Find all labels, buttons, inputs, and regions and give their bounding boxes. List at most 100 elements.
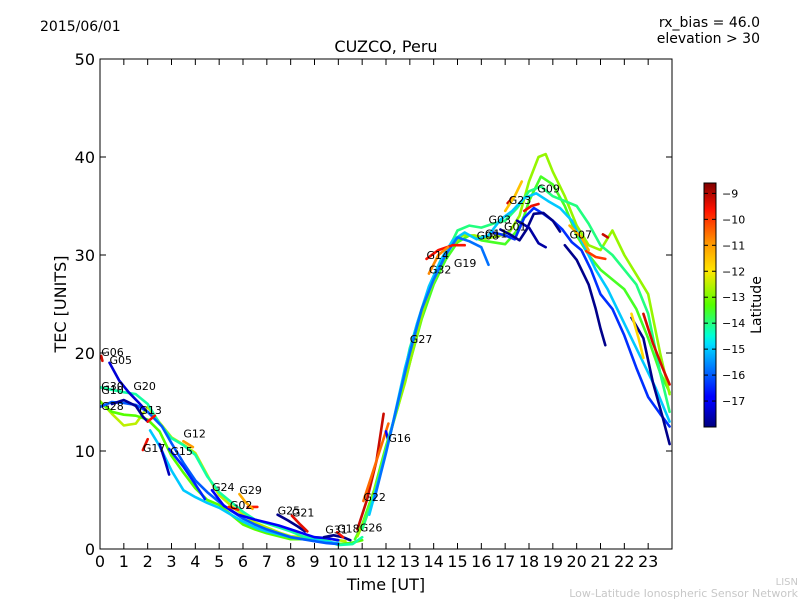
x-tick-label: 18 bbox=[519, 552, 539, 571]
x-tick-label: 0 bbox=[95, 552, 105, 571]
satellite-label: G05 bbox=[110, 354, 133, 367]
tec-series-7 bbox=[158, 442, 171, 476]
satellite-label: G12 bbox=[183, 427, 206, 440]
tec-series-6 bbox=[110, 398, 149, 423]
satellite-label: G03 bbox=[489, 214, 512, 227]
satellite-label: G09 bbox=[537, 182, 560, 195]
colorbar-tick-label: −17 bbox=[722, 395, 745, 408]
tec-series-41 bbox=[584, 249, 607, 261]
x-tick-label: 1 bbox=[119, 552, 129, 571]
x-axis: 0 1 2 3 4 5 6 7 8 9 10 11 12 13 14 15 16 17 18 19 20 21 22 23 bbox=[95, 59, 658, 571]
x-tick-label: 11 bbox=[352, 552, 372, 571]
y-tick-label: 50 bbox=[75, 50, 95, 69]
tec-series-22 bbox=[362, 422, 390, 503]
tec-series-29 bbox=[492, 206, 671, 428]
satellite-label: G25 bbox=[278, 505, 301, 518]
tec-series-14 bbox=[227, 505, 240, 512]
tec-series-5 bbox=[108, 361, 147, 412]
satellite-label: G16 bbox=[388, 432, 411, 445]
colorbar bbox=[703, 182, 717, 428]
colorbar-tick-label: −14 bbox=[722, 317, 745, 330]
watermark-network: Low-Latitude Ionospheric Sensor Network bbox=[569, 587, 798, 600]
tec-series-35 bbox=[630, 312, 645, 360]
tec-series-34 bbox=[642, 312, 671, 386]
x-tick-label: 21 bbox=[590, 552, 610, 571]
colorbar-tick-label: −13 bbox=[722, 291, 745, 304]
tec-series-42 bbox=[601, 233, 609, 239]
tec-series-8 bbox=[167, 447, 207, 501]
chart-title: CUZCO, Peru bbox=[334, 37, 437, 56]
y-tick-label: 10 bbox=[75, 442, 95, 461]
satellite-label: G14 bbox=[427, 249, 450, 262]
tec-series-0 bbox=[100, 399, 347, 543]
x-tick-label: 20 bbox=[566, 552, 586, 571]
colorbar-tick-label: −16 bbox=[722, 369, 745, 382]
tec-series-28 bbox=[372, 236, 490, 502]
x-tick-label: 13 bbox=[400, 552, 420, 571]
satellite-label: G07 bbox=[570, 228, 593, 241]
y-tick-label: 0 bbox=[85, 540, 95, 559]
tec-series-33 bbox=[630, 316, 671, 446]
satellite-label: G29 bbox=[239, 484, 262, 497]
date-label: 2015/06/01 bbox=[40, 19, 121, 35]
x-tick-label: 2 bbox=[143, 552, 153, 571]
tec-series-19 bbox=[322, 534, 352, 542]
y-tick-label: 20 bbox=[75, 344, 95, 363]
satellite-label: G02 bbox=[230, 499, 253, 512]
colorbar-tick-label: −11 bbox=[722, 239, 745, 252]
x-tick-label: 22 bbox=[614, 552, 634, 571]
rx-bias-label: rx_bias = 46.0 bbox=[659, 15, 760, 31]
satellite-label: G01 bbox=[504, 221, 527, 234]
x-tick-label: 12 bbox=[376, 552, 396, 571]
satellite-label: G22 bbox=[363, 491, 386, 504]
tec-series-13 bbox=[210, 488, 340, 542]
tec-series-10 bbox=[100, 354, 104, 363]
tec-series-21 bbox=[356, 412, 385, 531]
colorbar-label: Latitude bbox=[749, 276, 765, 334]
satellite-label: G31 bbox=[325, 523, 348, 536]
satellite-label: G11 bbox=[485, 227, 508, 240]
y-tick-label: 40 bbox=[75, 148, 95, 167]
x-tick-label: 9 bbox=[309, 552, 319, 571]
x-tick-label: 10 bbox=[328, 552, 348, 571]
x-tick-label: 17 bbox=[495, 552, 515, 571]
colorbar-tick-label: −12 bbox=[722, 265, 745, 278]
y-axis: 0 10 20 30 40 50 bbox=[75, 50, 672, 559]
x-tick-label: 19 bbox=[543, 552, 563, 571]
satellite-label: G30 bbox=[101, 380, 124, 393]
satellite-label: G13 bbox=[139, 404, 162, 417]
tec-series-39 bbox=[522, 202, 540, 213]
satellite-label: G26 bbox=[360, 521, 383, 534]
tec-series-30 bbox=[499, 211, 562, 242]
satellite-label: G18 bbox=[337, 522, 360, 535]
satellite-label: G23 bbox=[509, 194, 532, 207]
series-layer bbox=[100, 152, 671, 547]
colorbar-tick-label: −9 bbox=[722, 187, 738, 200]
tec-series-1 bbox=[100, 400, 364, 546]
tec-series-25 bbox=[356, 152, 671, 538]
satellite-label: G08 bbox=[477, 229, 500, 242]
x-tick-label: 14 bbox=[423, 552, 443, 571]
elevation-label: elevation > 30 bbox=[657, 31, 760, 47]
satellite-label: G21 bbox=[292, 507, 315, 520]
x-tick-label: 16 bbox=[471, 552, 491, 571]
tec-series-40 bbox=[503, 180, 524, 213]
satellite-label: G27 bbox=[410, 333, 433, 346]
tec-series-31 bbox=[515, 219, 547, 249]
tec-series-17 bbox=[276, 513, 307, 533]
watermark-lisn: LISN bbox=[776, 577, 798, 588]
x-tick-label: 8 bbox=[286, 552, 296, 571]
tec-series-9 bbox=[141, 437, 149, 452]
x-tick-label: 4 bbox=[190, 552, 200, 571]
tec-series-11 bbox=[146, 414, 157, 423]
y-tick-label: 30 bbox=[75, 246, 95, 265]
x-axis-label: Time [UT] bbox=[346, 575, 425, 594]
satellite-label: G28 bbox=[101, 400, 124, 413]
x-tick-label: 23 bbox=[638, 552, 658, 571]
tec-series-43 bbox=[568, 224, 590, 252]
tec-series-16 bbox=[238, 492, 254, 511]
tec-series-12 bbox=[182, 439, 195, 449]
satellite-label: G24 bbox=[212, 481, 235, 494]
